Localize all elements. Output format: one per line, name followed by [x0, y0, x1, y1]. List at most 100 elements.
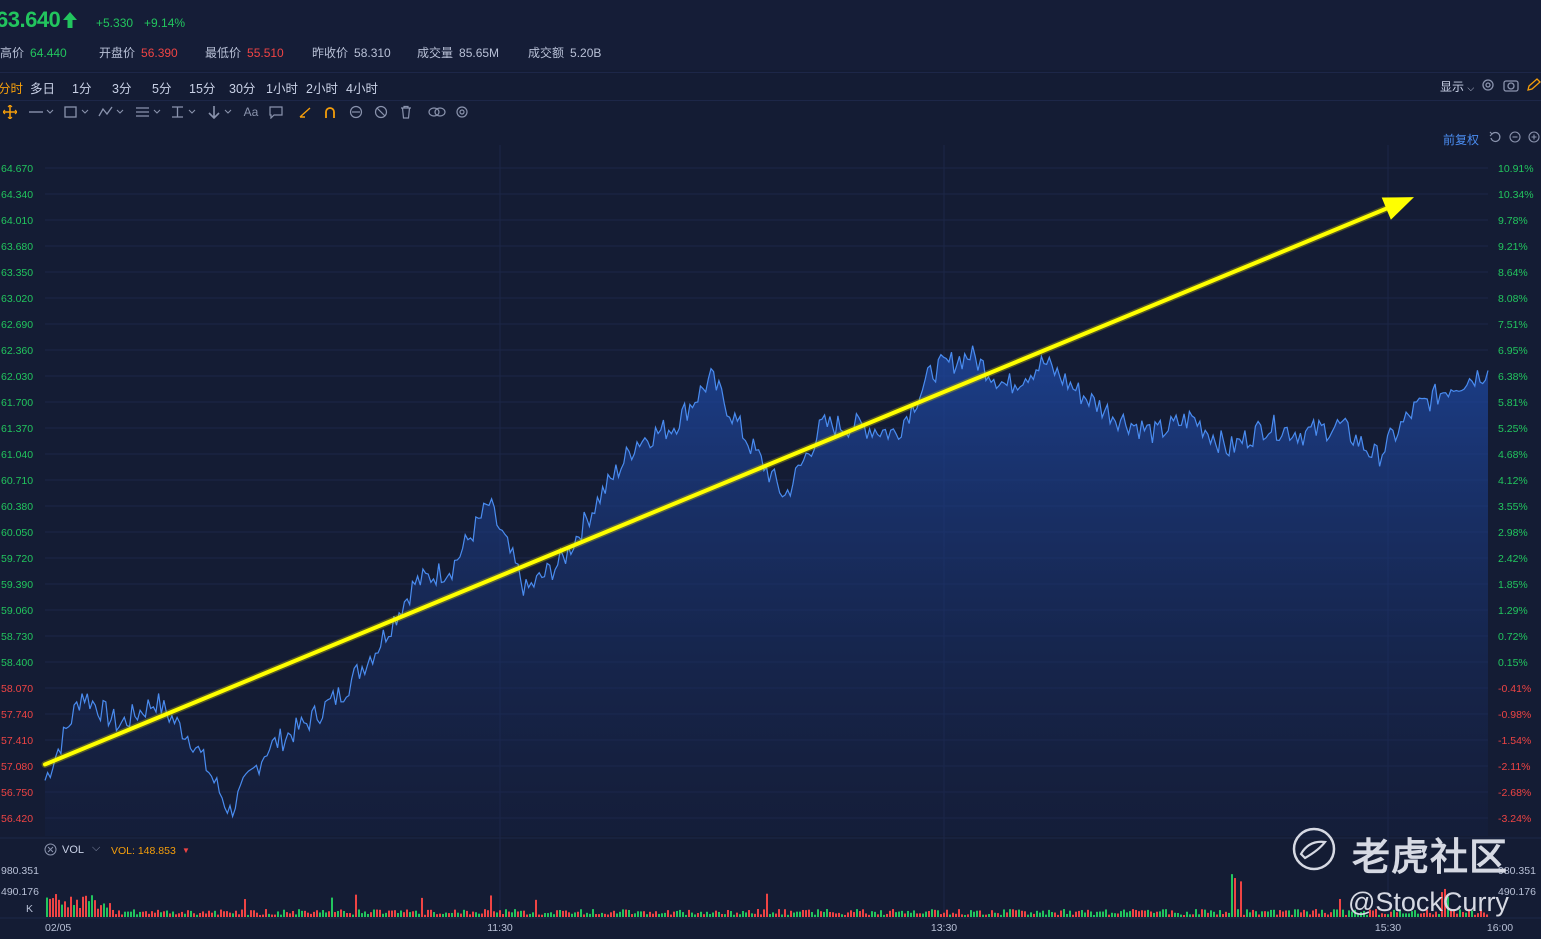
magnet-icon[interactable]	[321, 103, 339, 121]
lock-icon[interactable]	[347, 103, 365, 121]
vol-dropdown-icon[interactable]: ⌵	[92, 842, 101, 854]
volume-bar	[1387, 914, 1389, 917]
volume-bar	[1228, 912, 1230, 917]
tab-4hour[interactable]: 4小时	[346, 82, 378, 96]
link-icon[interactable]	[428, 103, 446, 121]
settings-icon[interactable]	[1481, 78, 1495, 92]
zoom-out-icon[interactable]	[1509, 131, 1521, 143]
volume-bar	[1096, 911, 1098, 917]
pencil-edit-icon[interactable]	[1526, 78, 1541, 92]
volume-bar	[1138, 911, 1140, 917]
volume-bar	[1216, 914, 1218, 917]
volume-bar	[709, 914, 711, 917]
volume-bar	[1396, 912, 1398, 917]
arrow-down-icon[interactable]	[206, 103, 234, 121]
close-vol-icon[interactable]	[44, 843, 57, 856]
volume-bar	[760, 914, 762, 917]
volume-bar	[616, 913, 618, 917]
volume-bar	[175, 914, 177, 917]
display-menu[interactable]: 显示 ⌵	[1440, 80, 1475, 94]
volume-bar	[121, 914, 123, 917]
volume-bar	[892, 909, 894, 917]
tab-fenshi[interactable]: 分时	[0, 82, 24, 96]
volume-bar	[889, 910, 891, 917]
tab-30min[interactable]: 30分	[229, 82, 256, 96]
volume-bar	[1093, 914, 1095, 917]
y-tick-right: 8.08%	[1498, 293, 1528, 305]
volume-bar	[109, 903, 111, 917]
y-tick-left: 56.750	[1, 787, 33, 799]
volume-bar	[1234, 878, 1236, 917]
volume-bar	[1030, 912, 1032, 917]
y-tick-right: -2.11%	[1498, 761, 1531, 773]
volume-bar	[1417, 913, 1419, 917]
volume-bar	[370, 912, 372, 917]
settings-icon[interactable]	[453, 103, 471, 121]
zoom-in-icon[interactable]	[1528, 131, 1540, 143]
line-icon[interactable]	[28, 103, 56, 121]
volume-bar	[1057, 914, 1059, 917]
volume-bar	[1291, 914, 1293, 917]
camera-icon[interactable]	[1503, 78, 1519, 92]
volume-bar	[958, 909, 960, 917]
pencil-icon[interactable]	[296, 103, 314, 121]
volume-bar	[484, 909, 486, 917]
hide-icon[interactable]	[372, 103, 390, 121]
volume-bar	[1252, 909, 1254, 917]
volume-bar	[1315, 909, 1317, 917]
x-tick: 02/05	[45, 922, 71, 934]
volume-bar	[742, 910, 744, 917]
volume-bar	[955, 913, 957, 917]
tab-5min[interactable]: 5分	[152, 82, 172, 96]
volume-bar	[727, 909, 729, 917]
crosshair-icon[interactable]	[1, 103, 19, 121]
volume-bar	[808, 909, 810, 917]
comment-icon[interactable]	[267, 103, 285, 121]
volume-bar	[511, 912, 513, 917]
volume-bar	[1105, 909, 1107, 917]
volume-bar	[877, 914, 879, 917]
tab-1min[interactable]: 1分	[72, 82, 92, 96]
volume-bar	[82, 896, 84, 917]
price-change-pct: +9.14%	[144, 16, 186, 30]
volume-bar	[487, 910, 489, 917]
tab-multiday[interactable]: 多日	[30, 82, 56, 96]
tab-15min[interactable]: 15分	[189, 82, 216, 96]
volume-bar	[1198, 914, 1200, 917]
volume-bar	[766, 893, 768, 917]
volume-bar	[1300, 912, 1302, 917]
volume-bar	[574, 912, 576, 917]
volume-bar	[526, 914, 528, 917]
volume-bar	[433, 912, 435, 917]
volume-bar	[1249, 912, 1251, 917]
level-icon[interactable]	[170, 103, 198, 121]
volume-bar	[1036, 910, 1038, 917]
volume-bar	[1264, 911, 1266, 917]
volume-bar	[658, 913, 660, 917]
tab-1hour[interactable]: 1小时	[266, 82, 298, 96]
volume-bar	[46, 897, 48, 917]
volume-bar	[1192, 914, 1194, 917]
trash-icon[interactable]	[397, 103, 415, 121]
volume-bar	[373, 909, 375, 917]
tab-2hour[interactable]: 2小时	[306, 82, 338, 96]
rectangle-icon[interactable]	[63, 103, 91, 121]
text-icon[interactable]: Aa	[243, 105, 259, 119]
polyline-icon[interactable]	[98, 103, 126, 121]
volume-bar	[139, 911, 141, 917]
channel-icon[interactable]	[135, 103, 163, 121]
volume-bar	[1357, 914, 1359, 917]
volume-bar	[205, 913, 207, 917]
volume-bar	[706, 911, 708, 917]
volume-bar	[1222, 914, 1224, 917]
y-tick-left: 57.410	[1, 735, 33, 747]
reset-icon[interactable]	[1489, 131, 1501, 143]
volume-bar	[694, 914, 696, 917]
volume-bar	[1402, 913, 1404, 917]
volume-bar	[1135, 909, 1137, 917]
adjust-price-button[interactable]: 前复权	[1443, 133, 1480, 147]
volume-bar	[721, 913, 723, 917]
volume-bar	[499, 910, 501, 917]
tab-3min[interactable]: 3分	[112, 82, 132, 96]
